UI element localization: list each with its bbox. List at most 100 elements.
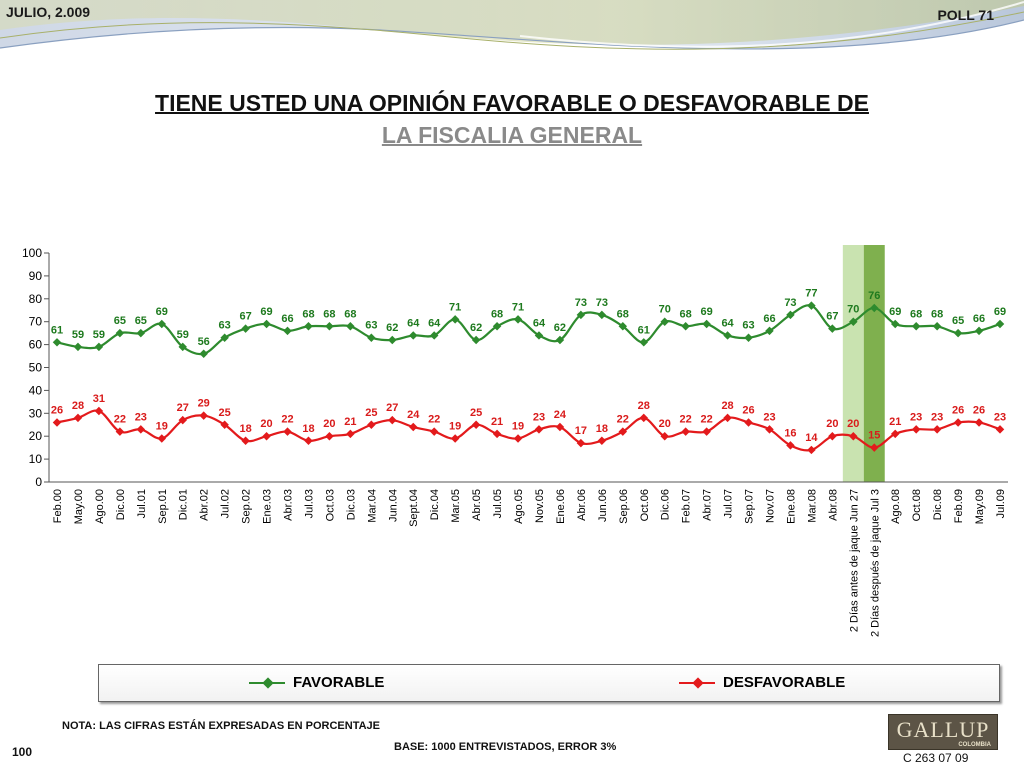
x-tick-label: Feb.09 — [953, 489, 965, 523]
data-point-favorable — [220, 333, 229, 342]
data-point-favorable — [618, 322, 628, 331]
data-point-desfavorable — [828, 431, 837, 441]
data-point-desfavorable — [911, 425, 921, 434]
x-tick-label: Abr.06 — [576, 489, 588, 521]
data-point-favorable — [807, 301, 816, 310]
data-point-favorable — [995, 319, 1005, 329]
data-label-desfavorable: 18 — [596, 423, 608, 435]
data-label-desfavorable: 26 — [742, 404, 754, 416]
data-point-desfavorable — [73, 413, 83, 423]
data-point-favorable — [639, 338, 648, 347]
data-point-desfavorable — [283, 427, 292, 436]
x-tick-label: Sep.02 — [241, 489, 253, 524]
data-label-favorable: 63 — [365, 320, 377, 332]
highlight-band — [863, 245, 885, 482]
data-label-desfavorable: 22 — [281, 414, 293, 426]
x-tick-label: Jul.02 — [220, 489, 232, 518]
data-label-desfavorable: 19 — [156, 420, 168, 432]
data-label-favorable: 68 — [931, 308, 943, 320]
y-tick-label: 70 — [29, 315, 43, 329]
data-label-favorable: 64 — [428, 317, 441, 329]
data-label-desfavorable: 16 — [784, 427, 796, 439]
data-label-desfavorable: 23 — [763, 411, 775, 423]
data-label-favorable: 69 — [994, 306, 1006, 318]
data-label-favorable: 64 — [407, 317, 420, 329]
data-point-favorable — [283, 326, 292, 336]
data-label-favorable: 68 — [344, 308, 356, 320]
data-label-desfavorable: 17 — [575, 425, 587, 437]
data-label-favorable: 73 — [575, 297, 587, 309]
header-waves — [0, 0, 1024, 50]
data-label-desfavorable: 19 — [449, 420, 461, 432]
y-tick-label: 30 — [29, 406, 43, 420]
data-label-desfavorable: 25 — [219, 407, 231, 419]
x-tick-label: Mar.08 — [806, 489, 818, 523]
data-label-desfavorable: 20 — [847, 418, 859, 430]
x-tick-label: Dic.06 — [660, 489, 672, 520]
data-point-favorable — [911, 322, 921, 331]
data-point-desfavorable — [367, 420, 376, 429]
data-point-desfavorable — [52, 418, 62, 427]
data-label-favorable: 77 — [805, 288, 817, 300]
data-label-desfavorable: 20 — [659, 418, 671, 430]
data-label-desfavorable: 21 — [491, 416, 503, 428]
data-point-favorable — [388, 335, 397, 345]
x-tick-label: Abr.02 — [199, 489, 211, 521]
x-tick-label: May.00 — [73, 489, 85, 524]
data-point-favorable — [723, 331, 732, 340]
data-point-desfavorable — [786, 441, 795, 450]
x-tick-label: Jul.03 — [303, 489, 315, 518]
data-point-favorable — [828, 324, 837, 333]
data-point-favorable — [870, 303, 879, 313]
x-tick-label: Nov.07 — [764, 489, 776, 523]
x-tick-label: Feb.07 — [681, 489, 693, 523]
data-point-favorable — [52, 338, 62, 347]
data-point-favorable — [157, 319, 167, 329]
data-label-desfavorable: 25 — [470, 407, 482, 419]
data-label-desfavorable: 22 — [617, 414, 629, 426]
data-point-favorable — [346, 322, 355, 331]
data-point-desfavorable — [807, 445, 816, 455]
data-point-desfavorable — [241, 436, 250, 446]
data-point-favorable — [974, 326, 984, 336]
data-point-desfavorable — [576, 438, 586, 448]
y-tick-label: 100 — [22, 246, 42, 260]
data-label-favorable: 69 — [260, 306, 272, 318]
data-label-desfavorable: 20 — [323, 418, 335, 430]
x-tick-label: Jul.07 — [723, 489, 735, 518]
data-label-desfavorable: 29 — [198, 398, 210, 410]
data-point-desfavorable — [513, 434, 523, 443]
y-tick-label: 60 — [29, 338, 43, 352]
data-label-favorable: 63 — [742, 320, 754, 332]
data-point-favorable — [744, 333, 753, 342]
data-point-favorable — [409, 331, 418, 340]
data-point-favorable — [115, 328, 125, 338]
x-tick-label: Feb.00 — [52, 489, 64, 523]
data-point-desfavorable — [94, 406, 104, 416]
data-label-desfavorable: 18 — [239, 423, 251, 435]
gallup-logo: GALLUP COLOMBIA — [888, 714, 998, 750]
data-label-desfavorable: 23 — [135, 411, 147, 423]
data-label-favorable: 76 — [868, 290, 880, 302]
x-tick-label: Sep.07 — [744, 489, 756, 524]
data-label-desfavorable: 14 — [805, 432, 818, 444]
data-point-favorable — [136, 328, 146, 338]
data-label-favorable: 61 — [638, 324, 650, 336]
data-point-favorable — [786, 310, 795, 320]
data-point-favorable — [450, 315, 460, 324]
data-point-favorable — [597, 310, 607, 320]
data-point-desfavorable — [471, 420, 481, 429]
data-point-favorable — [94, 342, 104, 352]
data-label-favorable: 62 — [386, 322, 398, 334]
data-label-desfavorable: 25 — [365, 407, 377, 419]
x-tick-label: 2 Días antes de jaque Jun 27 — [848, 489, 860, 632]
data-point-desfavorable — [660, 431, 669, 441]
data-point-desfavorable — [618, 427, 628, 436]
data-label-desfavorable: 23 — [994, 411, 1006, 423]
data-label-desfavorable: 22 — [114, 414, 126, 426]
data-point-desfavorable — [597, 436, 607, 446]
data-label-desfavorable: 24 — [554, 409, 567, 421]
sample-base-note: BASE: 1000 ENTREVISTADOS, ERROR 3% — [394, 741, 617, 753]
x-tick-label: May.09 — [974, 489, 986, 524]
x-tick-label: Ene.03 — [262, 489, 274, 524]
